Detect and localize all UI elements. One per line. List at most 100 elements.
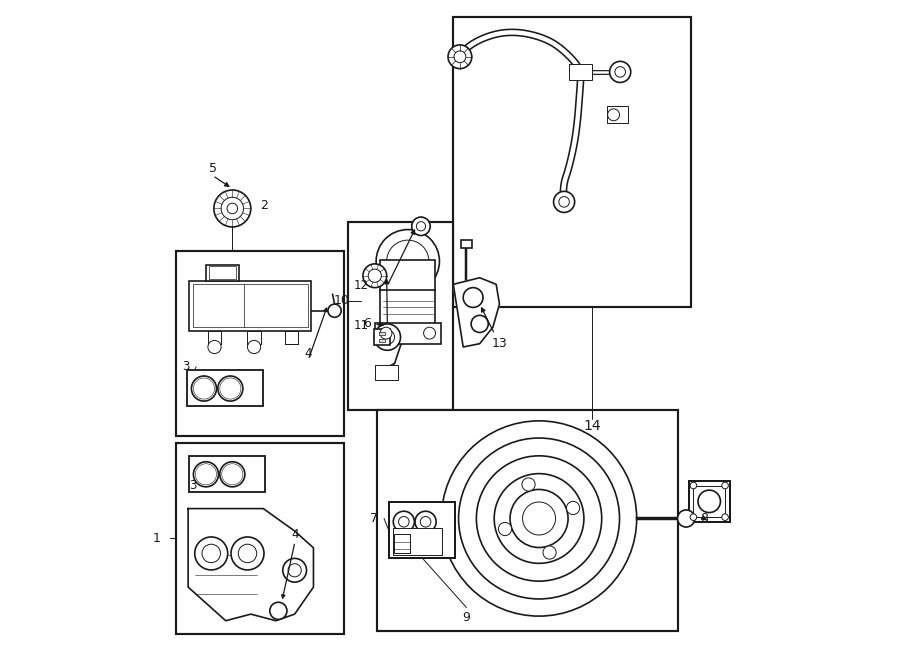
Circle shape	[566, 501, 580, 514]
Bar	[461, 240, 472, 248]
Polygon shape	[188, 508, 313, 621]
Circle shape	[464, 288, 483, 307]
Circle shape	[454, 51, 466, 63]
Circle shape	[722, 483, 728, 488]
Circle shape	[609, 61, 631, 83]
Bar	[607, 106, 628, 124]
Circle shape	[227, 203, 238, 214]
Bar	[392, 528, 442, 555]
Circle shape	[615, 67, 626, 77]
Circle shape	[678, 510, 695, 527]
Bar	[190, 456, 266, 492]
Text: 14: 14	[583, 419, 600, 433]
Circle shape	[363, 264, 387, 288]
Circle shape	[224, 382, 237, 395]
Circle shape	[476, 456, 602, 581]
Circle shape	[690, 514, 697, 520]
Bar	[693, 486, 725, 517]
Text: 6: 6	[364, 317, 383, 330]
Circle shape	[221, 380, 239, 397]
Circle shape	[380, 330, 394, 344]
Circle shape	[441, 421, 636, 616]
Circle shape	[197, 382, 211, 395]
Bar	[377, 410, 678, 631]
Circle shape	[374, 324, 400, 350]
Bar	[347, 221, 454, 410]
Circle shape	[270, 602, 287, 619]
Text: 3: 3	[189, 479, 196, 492]
Circle shape	[194, 537, 228, 570]
Bar	[176, 443, 345, 634]
Bar	[285, 330, 298, 344]
Text: 13: 13	[482, 308, 508, 350]
Bar	[176, 251, 345, 436]
Circle shape	[202, 544, 220, 563]
Circle shape	[411, 217, 430, 235]
Circle shape	[399, 516, 410, 527]
Circle shape	[221, 197, 244, 219]
Circle shape	[510, 489, 568, 547]
Bar	[380, 290, 436, 324]
Circle shape	[238, 544, 256, 563]
Bar	[379, 339, 384, 342]
Polygon shape	[454, 278, 500, 347]
Circle shape	[194, 462, 219, 487]
Circle shape	[218, 376, 243, 401]
Text: 7: 7	[370, 512, 378, 525]
Circle shape	[195, 380, 212, 397]
Text: 5: 5	[209, 163, 217, 175]
Bar	[209, 266, 236, 279]
Bar	[206, 264, 238, 281]
Circle shape	[380, 327, 392, 339]
Bar	[380, 260, 436, 291]
Circle shape	[195, 464, 217, 485]
Circle shape	[424, 327, 436, 339]
Circle shape	[543, 546, 556, 559]
Text: 4: 4	[292, 529, 299, 541]
Circle shape	[559, 196, 570, 207]
Circle shape	[722, 514, 728, 520]
Circle shape	[288, 564, 302, 577]
Circle shape	[214, 190, 251, 227]
Circle shape	[208, 340, 221, 354]
Bar	[248, 330, 261, 344]
Circle shape	[690, 483, 697, 488]
Circle shape	[192, 376, 217, 401]
Bar	[374, 366, 398, 380]
Circle shape	[494, 474, 584, 563]
Circle shape	[698, 490, 720, 512]
Bar	[379, 332, 384, 335]
Circle shape	[554, 191, 575, 212]
Circle shape	[448, 45, 472, 69]
Circle shape	[459, 438, 619, 599]
Bar	[374, 323, 441, 344]
Circle shape	[220, 378, 241, 399]
Circle shape	[194, 378, 214, 399]
Bar	[569, 64, 592, 80]
Text: 3: 3	[183, 360, 190, 373]
Text: 2: 2	[260, 199, 268, 212]
Circle shape	[420, 516, 431, 527]
Circle shape	[197, 466, 214, 483]
Circle shape	[283, 559, 307, 582]
Bar	[190, 281, 311, 330]
Bar	[394, 534, 410, 553]
Circle shape	[220, 462, 245, 487]
Text: 9: 9	[463, 611, 471, 624]
Text: 1: 1	[152, 532, 160, 545]
Circle shape	[608, 109, 619, 121]
Circle shape	[224, 466, 241, 483]
Text: 8: 8	[700, 512, 708, 525]
Bar	[390, 502, 455, 558]
Circle shape	[393, 511, 414, 532]
Circle shape	[376, 229, 439, 293]
Circle shape	[199, 468, 212, 481]
Bar	[688, 481, 730, 522]
Bar	[454, 17, 691, 307]
Bar	[187, 370, 264, 407]
Circle shape	[415, 511, 436, 532]
Circle shape	[523, 502, 555, 535]
Text: 12: 12	[354, 279, 368, 292]
Bar	[193, 284, 308, 327]
Circle shape	[499, 522, 511, 535]
